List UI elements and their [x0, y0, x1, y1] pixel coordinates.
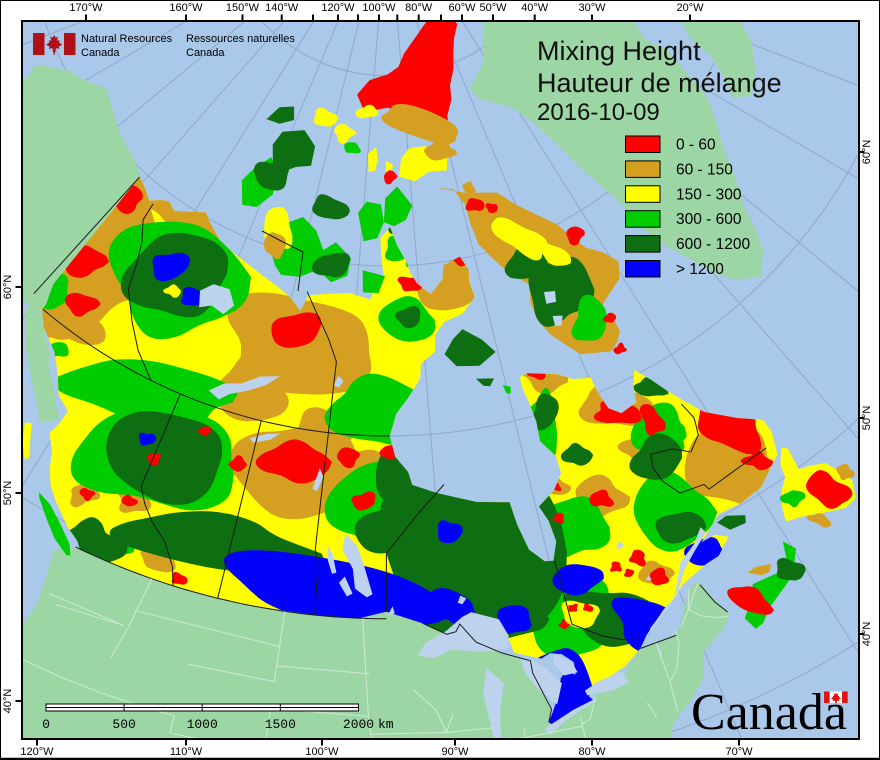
svg-text:140°W: 140°W [265, 2, 299, 14]
svg-text:600 - 1200: 600 - 1200 [676, 236, 750, 253]
svg-text:500: 500 [112, 717, 135, 732]
svg-text:60 - 150: 60 - 150 [676, 161, 733, 178]
svg-text:60°N: 60°N [2, 275, 14, 300]
svg-text:50°N: 50°N [861, 406, 873, 431]
svg-text:300 - 600: 300 - 600 [676, 211, 742, 228]
svg-text:0 - 60: 0 - 60 [676, 137, 716, 154]
svg-text:Hauteur de mélange: Hauteur de mélange [537, 68, 782, 98]
svg-text:60°W: 60°W [448, 2, 476, 14]
svg-text:100°W: 100°W [305, 746, 339, 758]
svg-text:Canada: Canada [186, 47, 225, 59]
svg-text:150 - 300: 150 - 300 [676, 186, 742, 203]
svg-text:80°W: 80°W [578, 746, 606, 758]
svg-text:160°W: 160°W [169, 2, 203, 14]
svg-text:50°N: 50°N [2, 481, 14, 506]
svg-text:30°W: 30°W [578, 2, 606, 14]
svg-text:Mixing Height: Mixing Height [537, 36, 701, 66]
svg-text:100°W: 100°W [362, 2, 396, 14]
svg-text:Canada: Canada [81, 47, 120, 59]
svg-text:70°W: 70°W [725, 746, 753, 758]
svg-text:120°W: 120°W [321, 2, 355, 14]
svg-text:90°W: 90°W [441, 746, 469, 758]
svg-text:Ressources naturelles: Ressources naturelles [186, 33, 295, 45]
svg-text:2000: 2000 [343, 717, 374, 732]
svg-text:> 1200: > 1200 [676, 261, 724, 278]
svg-text:40°N: 40°N [861, 622, 873, 647]
svg-text:80°W: 80°W [405, 2, 433, 14]
svg-text:2016-10-09: 2016-10-09 [537, 99, 660, 126]
svg-text:1500: 1500 [265, 717, 296, 732]
svg-text:1000: 1000 [187, 717, 218, 732]
svg-text:150°W: 150°W [226, 2, 260, 14]
svg-text:km: km [378, 717, 394, 732]
svg-text:110°W: 110°W [170, 746, 203, 758]
svg-text:20°W: 20°W [676, 2, 704, 14]
svg-text:60°N: 60°N [861, 140, 873, 165]
svg-text:40°N: 40°N [2, 689, 14, 714]
svg-text:50°W: 50°W [479, 2, 507, 14]
svg-text:Natural Resources: Natural Resources [81, 33, 173, 45]
svg-text:170°W: 170°W [69, 2, 103, 14]
svg-text:0: 0 [42, 717, 50, 732]
svg-text:40°W: 40°W [521, 2, 549, 14]
svg-text:Canada: Canada [691, 684, 847, 741]
svg-text:120°W: 120°W [20, 746, 54, 758]
